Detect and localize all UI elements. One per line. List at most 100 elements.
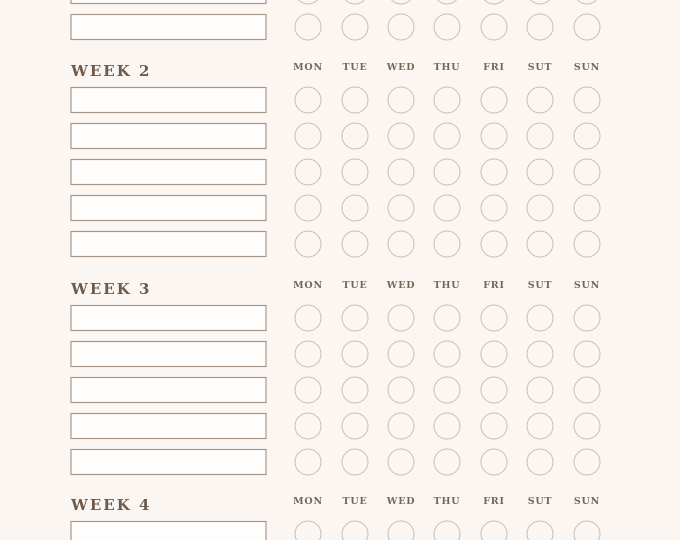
check-circle[interactable] — [294, 194, 322, 222]
check-circle[interactable] — [341, 122, 369, 150]
check-circle[interactable] — [294, 412, 322, 440]
check-circle[interactable] — [387, 412, 415, 440]
check-circle[interactable] — [294, 230, 322, 258]
check-circle[interactable] — [480, 194, 508, 222]
check-circle[interactable] — [526, 86, 554, 114]
check-circle[interactable] — [433, 13, 461, 41]
check-circle[interactable] — [294, 158, 322, 186]
check-circle[interactable] — [294, 376, 322, 404]
check-circle[interactable] — [526, 304, 554, 332]
week-title: WEEK 2 — [70, 62, 151, 80]
check-circle[interactable] — [294, 13, 322, 41]
check-circle[interactable] — [387, 122, 415, 150]
check-circle[interactable] — [480, 86, 508, 114]
check-circle[interactable] — [526, 230, 554, 258]
check-circle[interactable] — [480, 158, 508, 186]
check-circle[interactable] — [341, 230, 369, 258]
check-circle[interactable] — [433, 376, 461, 404]
check-circle[interactable] — [388, 0, 414, 5]
check-circle[interactable] — [573, 122, 601, 150]
day-label: THU — [434, 62, 461, 73]
check-circle[interactable] — [526, 376, 554, 404]
check-circle[interactable] — [341, 412, 369, 440]
check-circle[interactable] — [387, 194, 415, 222]
check-circle[interactable] — [526, 158, 554, 186]
check-circle[interactable] — [433, 304, 461, 332]
check-circle[interactable] — [433, 158, 461, 186]
check-circle[interactable] — [481, 0, 507, 5]
check-circle[interactable] — [387, 13, 415, 41]
check-circle[interactable] — [387, 304, 415, 332]
check-circle[interactable] — [480, 376, 508, 404]
check-circle[interactable] — [480, 520, 508, 540]
check-circle[interactable] — [526, 520, 554, 540]
check-circle[interactable] — [573, 412, 601, 440]
check-circle[interactable] — [573, 86, 601, 114]
check-circle[interactable] — [573, 230, 601, 258]
check-circle[interactable] — [341, 376, 369, 404]
check-circle[interactable] — [341, 340, 369, 368]
check-circle[interactable] — [294, 122, 322, 150]
check-circle[interactable] — [341, 86, 369, 114]
check-circle[interactable] — [526, 412, 554, 440]
check-circle[interactable] — [341, 520, 369, 540]
check-circle[interactable] — [387, 86, 415, 114]
check-circle[interactable] — [295, 0, 321, 5]
check-circle[interactable] — [526, 194, 554, 222]
check-circle[interactable] — [573, 158, 601, 186]
check-circle[interactable] — [433, 448, 461, 476]
check-circle[interactable] — [480, 448, 508, 476]
check-circle[interactable] — [480, 304, 508, 332]
check-circle[interactable] — [294, 304, 322, 332]
check-circle[interactable] — [573, 340, 601, 368]
check-circle[interactable] — [433, 412, 461, 440]
day-label: WED — [386, 496, 416, 507]
day-label: WED — [386, 62, 416, 73]
check-circle[interactable] — [480, 230, 508, 258]
check-circle[interactable] — [433, 122, 461, 150]
check-circle[interactable] — [387, 448, 415, 476]
check-circle[interactable] — [387, 520, 415, 540]
check-circle[interactable] — [387, 340, 415, 368]
check-circle[interactable] — [433, 520, 461, 540]
check-circle[interactable] — [294, 448, 322, 476]
check-circle[interactable] — [480, 122, 508, 150]
check-circle[interactable] — [526, 122, 554, 150]
check-circle[interactable] — [573, 13, 601, 41]
check-circle[interactable] — [573, 376, 601, 404]
check-circle[interactable] — [433, 194, 461, 222]
check-circle[interactable] — [573, 448, 601, 476]
check-circle[interactable] — [526, 448, 554, 476]
check-circle[interactable] — [526, 340, 554, 368]
check-circle[interactable] — [526, 13, 554, 41]
check-circle[interactable] — [527, 0, 553, 5]
check-circle[interactable] — [294, 340, 322, 368]
check-circle[interactable] — [341, 194, 369, 222]
check-circle[interactable] — [387, 230, 415, 258]
day-label: SUT — [528, 496, 553, 507]
check-circle[interactable] — [341, 304, 369, 332]
check-circle[interactable] — [294, 520, 322, 540]
check-circle[interactable] — [294, 86, 322, 114]
check-circle[interactable] — [480, 340, 508, 368]
check-circle[interactable] — [573, 304, 601, 332]
day-label: THU — [434, 496, 461, 507]
check-circle[interactable] — [387, 158, 415, 186]
check-circle[interactable] — [573, 520, 601, 540]
task-box — [70, 520, 267, 540]
check-circle[interactable] — [480, 13, 508, 41]
check-circle[interactable] — [342, 0, 368, 5]
check-circle[interactable] — [434, 0, 460, 5]
check-circle[interactable] — [433, 230, 461, 258]
check-circle[interactable] — [573, 194, 601, 222]
check-circle[interactable] — [574, 0, 600, 5]
check-circle[interactable] — [341, 448, 369, 476]
check-circle[interactable] — [341, 13, 369, 41]
check-circle[interactable] — [433, 340, 461, 368]
check-circle[interactable] — [341, 158, 369, 186]
task-box — [70, 158, 267, 186]
check-circle[interactable] — [433, 86, 461, 114]
check-circle[interactable] — [480, 412, 508, 440]
check-circle[interactable] — [387, 376, 415, 404]
